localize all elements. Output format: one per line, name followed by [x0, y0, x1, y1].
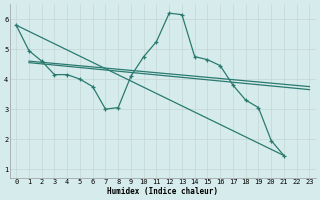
X-axis label: Humidex (Indice chaleur): Humidex (Indice chaleur)	[107, 187, 218, 196]
